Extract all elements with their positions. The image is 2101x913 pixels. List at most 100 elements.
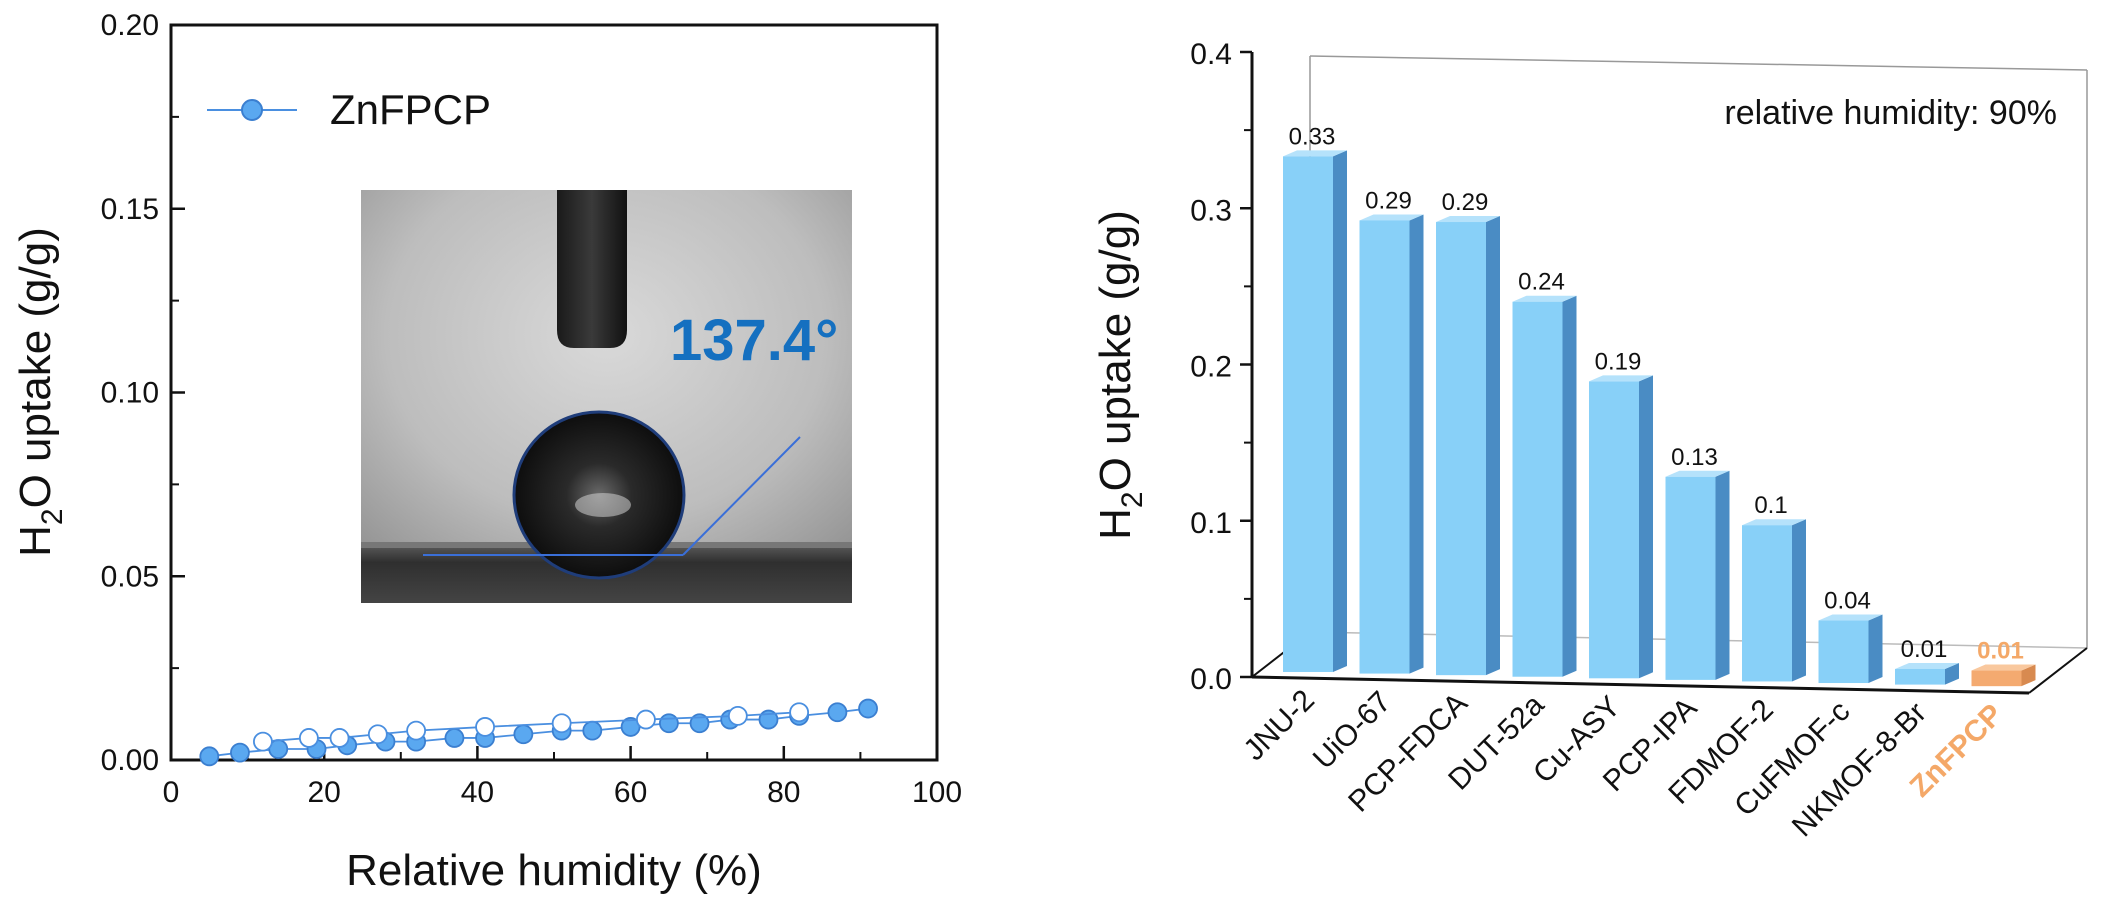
right-axis-ticks: 0.0 0.1 0.2 0.3 0.4 [1190, 38, 1252, 696]
bar-value-label: 0.01 [1901, 636, 1948, 663]
desorption-point [789, 702, 810, 723]
bar-side [1792, 519, 1806, 682]
desorption-point [406, 720, 427, 741]
category-label: NKMOF-8-Br [1786, 696, 1933, 843]
bar-value-label: 0.1 [1754, 492, 1787, 519]
floor-right-edge [2028, 647, 2088, 694]
y-tick-label: 0.10 [101, 377, 159, 410]
bar-side [1333, 150, 1347, 672]
y-tick-label: 0.0 [1190, 663, 1232, 696]
isotherm-series [199, 698, 878, 767]
bar-value-label: 0.01 [1977, 638, 2024, 665]
y-tick-label: 0.1 [1190, 507, 1232, 540]
contact-angle-label: 137.4° [670, 308, 838, 373]
inset-tangent-line [682, 436, 801, 556]
bar-side [1639, 375, 1653, 679]
bar: 0.19 [1589, 348, 1653, 679]
bar: 0.29 [1436, 189, 1500, 676]
legend: ZnFPCP [207, 86, 491, 133]
uptake-comparison-chart: 0.0 0.1 0.2 0.3 0.4 H2O uptake (g/g) relativ… [1091, 38, 2088, 844]
bar: 0.24 [1512, 269, 1577, 677]
left-x-axis-label: Relative humidity (%) [346, 846, 762, 895]
y-tick-label: 0.20 [101, 9, 159, 42]
bar-top [1512, 295, 1577, 302]
inset-needle [557, 190, 627, 348]
x-tick-label: 0 [163, 776, 180, 809]
y-tick-label: 0.3 [1190, 194, 1232, 227]
adsorption-point [659, 713, 679, 734]
x-tick-label: 60 [614, 776, 647, 809]
bar-top [1742, 519, 1806, 526]
desorption-point [475, 717, 495, 737]
adsorption-point [827, 702, 848, 723]
x-tick-label: 20 [308, 776, 341, 809]
bar-top [1665, 470, 1730, 477]
bar-side [1715, 470, 1730, 680]
adsorption-point [582, 720, 603, 741]
bar: 0.01 [1895, 636, 1959, 685]
bar-top [1971, 664, 2036, 671]
bar-side [1945, 662, 1959, 685]
bar-value-label: 0.33 [1289, 123, 1336, 150]
bar-top [1283, 150, 1347, 157]
left-y-axis-label: H2O uptake (g/g) [11, 227, 69, 557]
bar-front [1895, 668, 1945, 685]
bar-front [1359, 220, 1410, 674]
uptake-isotherm-chart: 0.00 0.05 0.10 0.15 0.20 0 20 40 60 80 100 H2O upt… [11, 9, 962, 895]
back-wall-top-edge [1309, 55, 2088, 71]
desorption-point [551, 713, 572, 734]
desorption-point [329, 728, 350, 748]
bar-front [1971, 670, 2022, 687]
right-y-axis-label: H2O uptake (g/g) [1091, 210, 1149, 540]
y-tick-label: 0.00 [101, 744, 159, 777]
bar-front [1283, 156, 1333, 672]
bar-value-label: 0.29 [1365, 187, 1412, 214]
bar-front [1589, 381, 1639, 679]
bar: 0.33 [1283, 123, 1347, 672]
adsorption-point [444, 728, 465, 748]
x-tick-label: 40 [461, 776, 494, 809]
x-tick-label: 80 [767, 776, 800, 809]
category-labels: JNU-2UiO-67PCP-FDCADUT-52aCu-ASYPCP-IPAF… [1238, 684, 2010, 844]
contact-angle-inset: 137.4° [361, 190, 852, 603]
bar: 0.04 [1818, 588, 1883, 684]
desorption-point [298, 728, 319, 748]
adsorption-point [230, 742, 250, 763]
bar-side [1409, 214, 1424, 674]
legend-marker [241, 99, 263, 121]
inset-droplet-highlight [575, 493, 631, 517]
humidity-annotation: relative humidity: 90% [1724, 94, 2057, 132]
bar: 0.13 [1665, 444, 1730, 680]
bar-value-label: 0.13 [1671, 444, 1718, 471]
bar-value-label: 0.04 [1824, 588, 1871, 615]
bar-front [1436, 222, 1486, 676]
bar-top [1589, 375, 1653, 382]
bar-front [1742, 525, 1792, 682]
bar-side [2021, 664, 2036, 687]
bar-series: 0.33 0.29 0.29 0.24 0.19 0.13 0.1 0.04 0.01 0.01 [1283, 123, 2036, 687]
desorption-point [367, 724, 388, 745]
desorption-line [262, 711, 800, 743]
bar-side [1486, 216, 1500, 676]
y-tick-label: 0.15 [101, 193, 159, 226]
bar: 0.01 [1971, 638, 2036, 687]
bar-value-label: 0.19 [1595, 348, 1642, 375]
bar-side [1868, 614, 1883, 684]
bar-top [1436, 216, 1500, 223]
adsorption-point [513, 724, 534, 745]
bar: 0.29 [1359, 187, 1424, 674]
bar-top [1818, 614, 1883, 621]
bar-front [1665, 476, 1716, 680]
bar-front [1818, 620, 1869, 684]
legend-label: ZnFPCP [330, 86, 491, 133]
desorption-point [253, 731, 273, 752]
right-x-axis [1251, 675, 2030, 695]
bar-value-label: 0.29 [1442, 189, 1489, 216]
y-tick-label: 0.2 [1190, 351, 1232, 384]
adsorption-point [199, 746, 220, 767]
bar-top [1359, 214, 1424, 221]
bar-side [1562, 295, 1577, 677]
bar: 0.1 [1742, 492, 1806, 682]
y-tick-label: 0.05 [101, 560, 159, 593]
left-axis-ticks: 0.00 0.05 0.10 0.15 0.20 0 20 40 60 80 100 [101, 9, 962, 809]
